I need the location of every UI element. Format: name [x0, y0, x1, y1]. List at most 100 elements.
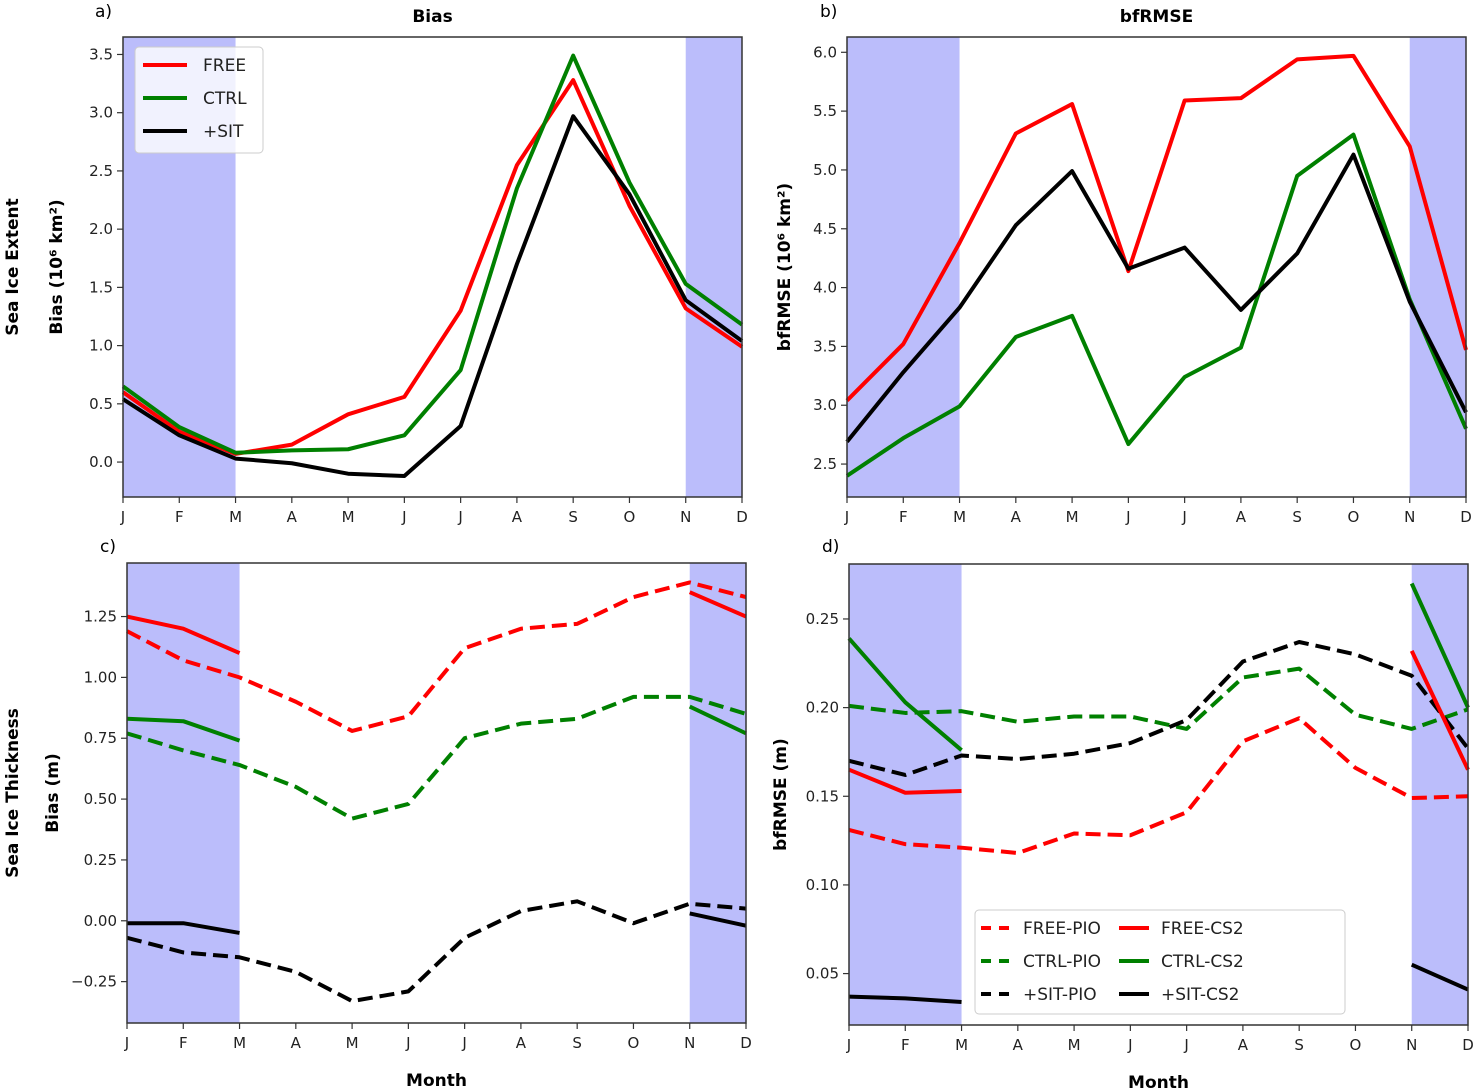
x-tick-label: S — [1294, 1036, 1304, 1054]
legend: FREE-PIO CTRL-PIO +SIT-PIO FREE-CS2 CTRL-CS2… — [974, 909, 1346, 1015]
y-tick-label: 4.0 — [813, 279, 837, 297]
series-line-ctrl — [845, 132, 1468, 478]
panel-letter: b) — [820, 2, 837, 22]
shaded-band — [685, 37, 742, 497]
legend-label: FREE-PIO — [1023, 919, 1101, 939]
series-line-ctrl-pio — [848, 666, 1469, 731]
y-tick-label: 0.5 — [89, 395, 113, 413]
panel-d: J F M A M J J A S O N D 0.05 0.10 0.15 0.20 0.25 d) Month b… — [771, 537, 1474, 1090]
x-tick-label: N — [1406, 1036, 1417, 1054]
y-tick-label: 2.5 — [89, 162, 113, 180]
series-line--sit — [845, 152, 1468, 443]
legend-box — [134, 46, 264, 154]
x-tick-label: M — [1068, 1036, 1081, 1054]
x-tick-label: M — [342, 508, 355, 526]
x-tick-label: J — [124, 1034, 129, 1052]
y-tick-label: 0.05 — [806, 965, 839, 983]
shaded-band — [127, 563, 240, 1023]
y-tick-label: 2.5 — [813, 455, 837, 473]
x-tick-label: J — [1127, 1036, 1132, 1054]
x-tick-label: J — [844, 508, 849, 526]
series-line--sit — [121, 114, 744, 479]
x-tick-label: O — [1350, 1036, 1362, 1054]
y-tick-label: 3.0 — [813, 396, 837, 414]
y-tick-label: 3.0 — [89, 104, 113, 122]
legend-label: CTRL-PIO — [1023, 952, 1101, 972]
y-tick-label: 0.20 — [806, 699, 839, 717]
series-line-free-cs2 — [688, 590, 747, 619]
series-line--sit-pio — [126, 899, 747, 1004]
y-tick-label: 2.0 — [89, 220, 113, 238]
series-line-free-cs2 — [1409, 650, 1470, 771]
series-line-ctrl-cs2 — [688, 704, 747, 736]
x-tick-label: F — [175, 508, 184, 526]
y-axis-title-line2: Bias (10⁶ km²) — [47, 199, 67, 334]
x-tick-label: O — [628, 1034, 640, 1052]
x-tick-label: O — [1348, 508, 1360, 526]
x-tick-label: F — [179, 1034, 188, 1052]
series-line--sit-cs2 — [689, 911, 747, 928]
x-tick-label: A — [291, 1034, 302, 1052]
panel-title: bfRMSE — [1120, 7, 1193, 27]
panel-b: J F M A M J J A S O N D 2.5 3.0 3.5 4.0 4.5 5.0 5.5 6.0 b) bf… — [775, 2, 1472, 526]
series-line-free-pio — [848, 716, 1469, 856]
x-tick-label: F — [899, 508, 908, 526]
y-tick-label: 0.50 — [84, 790, 117, 808]
legend-label: FREE — [203, 56, 246, 76]
x-tick-label: J — [846, 1036, 851, 1054]
x-tick-label: M — [229, 508, 242, 526]
x-tick-label: J — [1183, 1036, 1188, 1054]
y-tick-label: 0.0 — [89, 453, 113, 471]
y-axis-title-line2: bfRMSE (m) — [771, 738, 791, 851]
y-tick-label: 1.5 — [89, 278, 113, 296]
x-tick-label: M — [955, 1036, 968, 1054]
legend-box — [974, 909, 1346, 1015]
series-line--sit-cs2 — [848, 994, 962, 1004]
series-line-ctrl-cs2 — [847, 637, 963, 752]
x-tick-label: A — [1238, 1036, 1249, 1054]
x-tick-label: S — [572, 1034, 582, 1052]
series-line-ctrl-pio — [126, 694, 747, 821]
legend-label: FREE-CS2 — [1161, 919, 1244, 939]
x-tick-label: O — [624, 508, 636, 526]
panel-title: Bias — [412, 7, 452, 27]
series-line--sit-cs2 — [1410, 962, 1469, 992]
series-line-free-cs2 — [848, 767, 962, 795]
x-tick-label: A — [516, 1034, 527, 1052]
y-tick-label: 5.5 — [813, 102, 837, 120]
y-axis-title-line2: Bias (m) — [43, 753, 63, 833]
legend-label: +SIT-CS2 — [1161, 985, 1239, 1005]
y-tick-label: 0.75 — [84, 729, 117, 747]
shaded-band — [689, 563, 746, 1023]
x-tick-label: A — [1236, 508, 1247, 526]
axes-frame — [126, 562, 747, 1024]
x-tick-label: D — [1462, 1036, 1474, 1054]
x-tick-label: N — [1404, 508, 1415, 526]
x-tick-label: N — [680, 508, 691, 526]
panel-letter: c) — [100, 537, 116, 557]
panel-a: J F M A M J J A S O N D 0.0 0.5 1.0 1.5 2.0 2.5 3.0 3.5 a) Bi… — [3, 2, 748, 526]
shaded-band — [1411, 564, 1468, 1025]
x-tick-label: A — [512, 508, 523, 526]
axes-frame — [122, 36, 743, 498]
legend-label: +SIT — [203, 122, 244, 142]
y-tick-label: 0.15 — [806, 787, 839, 805]
y-tick-label: 5.0 — [813, 161, 837, 179]
legend-label: CTRL — [203, 89, 247, 109]
x-tick-label: S — [568, 508, 578, 526]
y-tick-label: 1.25 — [84, 608, 117, 626]
x-tick-label: M — [346, 1034, 359, 1052]
x-tick-label: M — [233, 1034, 246, 1052]
x-axis-title: Month — [406, 1071, 467, 1090]
x-tick-label: A — [287, 508, 298, 526]
y-tick-label: 1.0 — [89, 337, 113, 355]
panel-letter: a) — [95, 2, 112, 22]
x-tick-label: J — [401, 508, 406, 526]
y-tick-label: 1.00 — [84, 668, 117, 686]
x-tick-label: S — [1292, 508, 1302, 526]
x-tick-label: J — [1181, 508, 1186, 526]
x-tick-label: M — [1066, 508, 1079, 526]
x-tick-label: A — [1013, 1036, 1024, 1054]
series-line-ctrl-cs2 — [1409, 582, 1470, 709]
